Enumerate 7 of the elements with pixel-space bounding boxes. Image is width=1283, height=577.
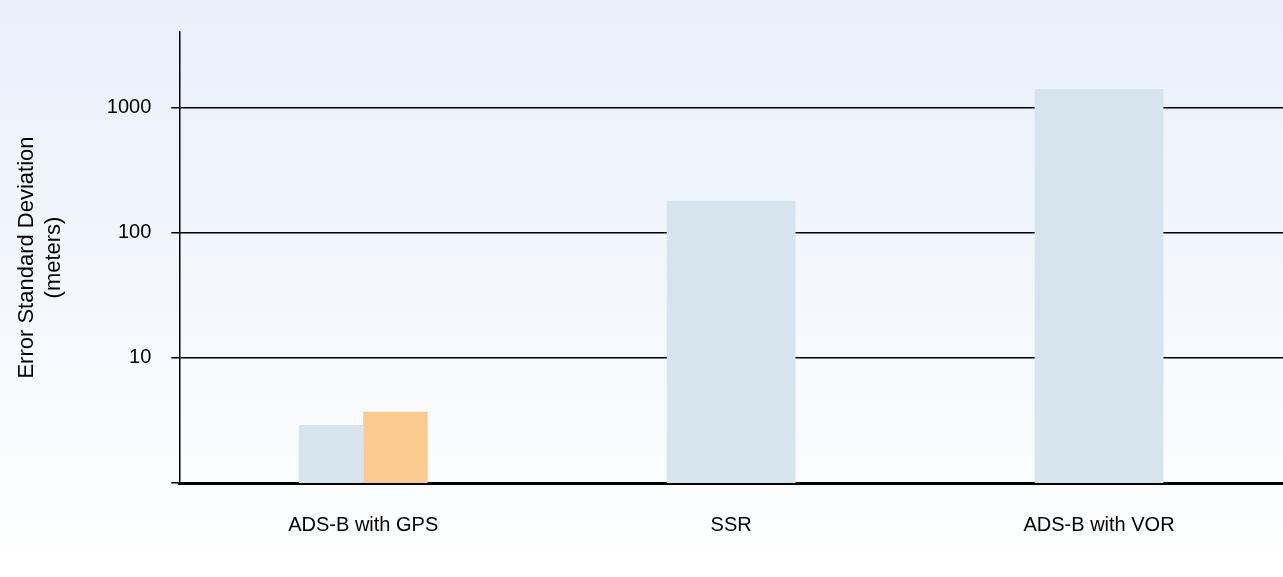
x-tick-label: SSR (710, 512, 752, 535)
x-tick-label: ADS-B with GPS (288, 512, 439, 535)
x-tick-label: ADS-B with VOR (1023, 512, 1175, 535)
y-tick-label: 100 (117, 220, 152, 243)
y-tick-label: 1000 (106, 94, 152, 117)
y-tick-label: 10 (129, 345, 152, 368)
y-axis-title: Error Standard Deviation (meters) (13, 136, 65, 379)
